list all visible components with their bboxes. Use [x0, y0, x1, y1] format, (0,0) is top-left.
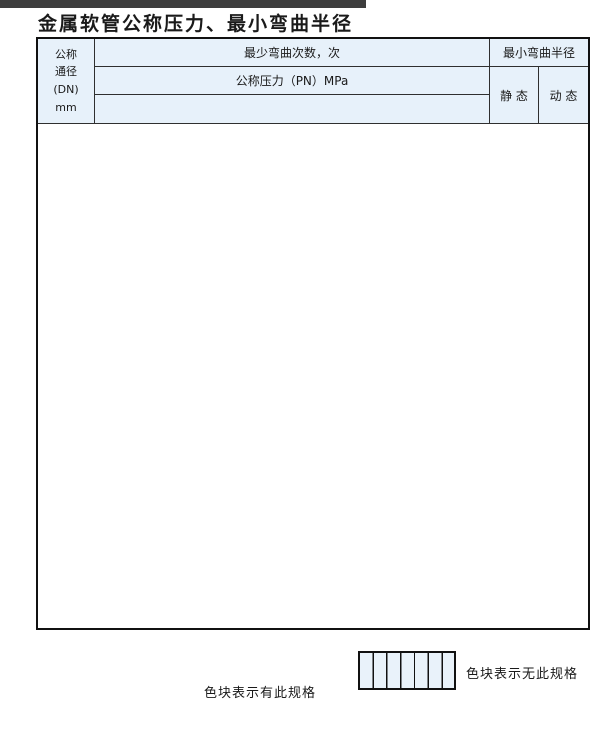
header-dn-line: mm	[55, 100, 77, 114]
header-bend-times: 最少弯曲次数，次	[95, 39, 490, 67]
header-dn-line: 公称	[55, 47, 77, 61]
page-title: 金属软管公称压力、最小弯曲半径	[38, 13, 354, 35]
header-dynamic: 动 态	[539, 67, 588, 124]
legend-no-spec-text: 色块表示无此规格	[466, 667, 579, 682]
table-body	[38, 124, 588, 628]
legend-has-spec-text: 色块表示有此规格	[204, 686, 317, 701]
top-window-edge	[0, 0, 366, 8]
header-dn-line: (DN)	[53, 83, 79, 96]
header-static: 静 态	[490, 67, 539, 124]
header-nominal-pressure: 公称压力（PN）MPa	[95, 67, 490, 95]
legend-no-spec-swatch	[358, 651, 456, 690]
header-min-bend-radius: 最小弯曲半径	[490, 39, 588, 67]
header-dn-line: 通径	[55, 65, 77, 79]
header-dn: 公称通径 (DN) mm	[38, 39, 95, 124]
spec-table: 公称通径 (DN) mm 最少弯曲次数，次 最小弯曲半径 公称压力（PN）MPa 静…	[36, 37, 590, 630]
header-pressure-values	[95, 95, 490, 124]
